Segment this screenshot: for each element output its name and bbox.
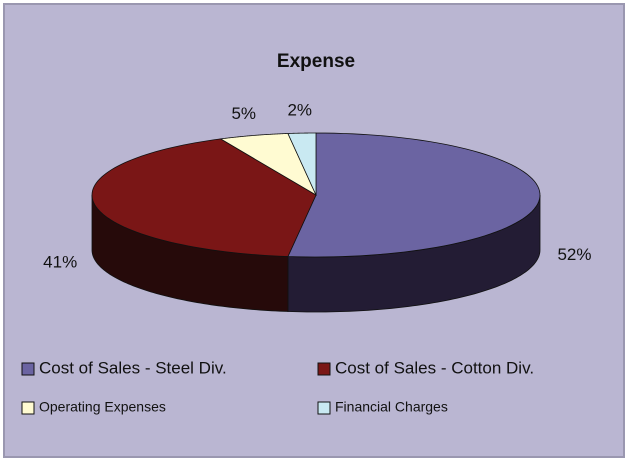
legend-swatch (21, 401, 35, 415)
legend-swatch (317, 401, 331, 415)
data-label: 41% (43, 253, 77, 272)
legend-swatch (317, 362, 331, 376)
legend-label: Cost of Sales - Steel Div. (39, 358, 227, 377)
data-label: 52% (557, 245, 591, 264)
slice (219, 133, 317, 196)
data-label: 2% (287, 101, 312, 120)
slice (287, 132, 541, 258)
data-label: 5% (231, 104, 256, 123)
legend-label: Financial Charges (335, 399, 448, 415)
chart-title: Expense (277, 51, 355, 72)
legend-label: Operating Expenses (39, 399, 166, 415)
slice (91, 138, 317, 257)
legend-label: Cost of Sales - Cotton Div. (335, 358, 534, 377)
slice (287, 132, 317, 196)
legend-swatch (21, 362, 35, 376)
